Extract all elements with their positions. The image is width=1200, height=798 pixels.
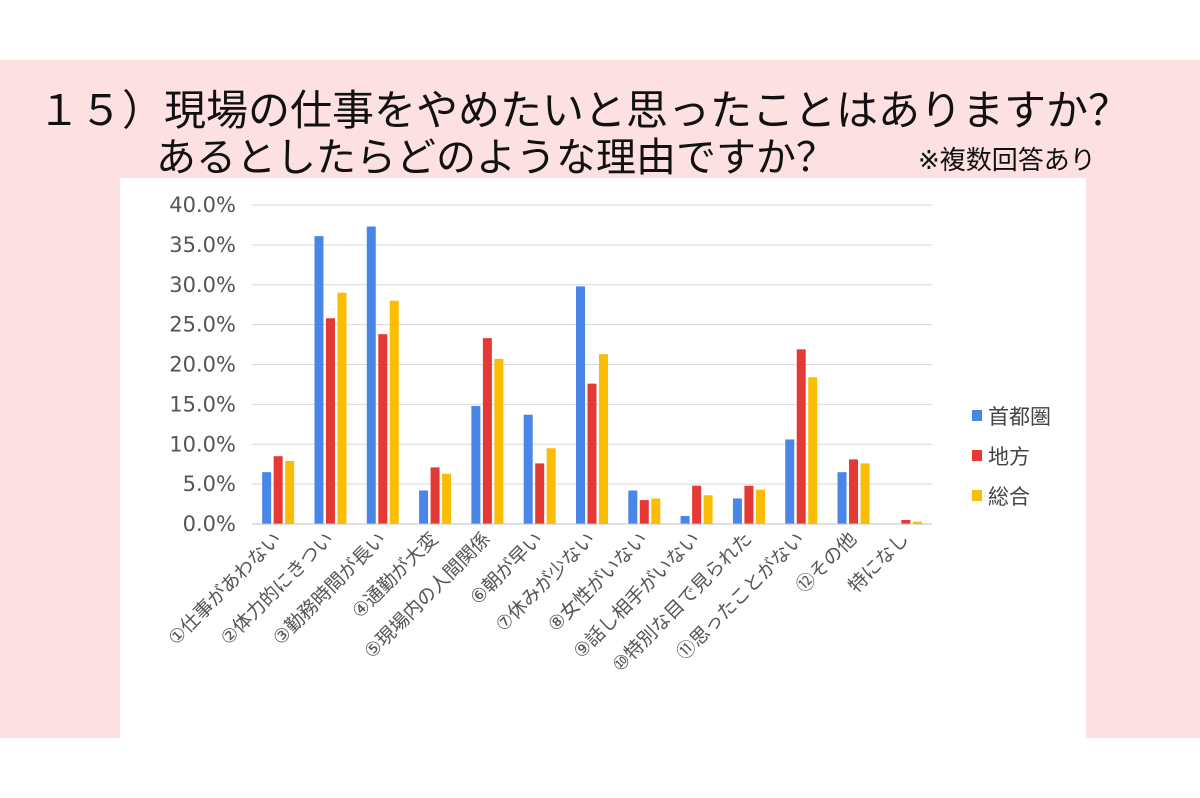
bar: [262, 472, 272, 524]
bar: [628, 490, 638, 524]
bar: [849, 459, 859, 524]
bar: [744, 485, 754, 524]
bar: [796, 349, 806, 524]
chart-panel: 0.0% 5.0% 10.0% 15.0% 20.0% 25.0% 30.0% 35.0% 40…: [120, 178, 1086, 738]
bar: [912, 521, 922, 524]
y-tick-label: 15.0%: [169, 392, 236, 416]
bar: [482, 338, 492, 524]
page-subtitle: あるとしたらどのような理由ですか？: [156, 135, 836, 181]
bar: [576, 286, 585, 524]
bar: [314, 236, 324, 524]
bar: [494, 358, 504, 524]
bar: [535, 463, 545, 524]
bar: [703, 495, 713, 524]
y-tick-label: 10.0%: [169, 432, 236, 456]
bar: [639, 500, 649, 524]
legend-swatch: [972, 450, 982, 461]
bar: [442, 473, 452, 524]
legend-swatch: [972, 490, 982, 501]
y-tick-label: 20.0%: [169, 353, 236, 377]
bar: [546, 448, 556, 524]
bar: [273, 456, 283, 524]
bar: [599, 354, 608, 524]
bar: [325, 318, 335, 524]
bar: [732, 498, 742, 524]
bar: [430, 467, 440, 524]
bar-chart: 0.0% 5.0% 10.0% 15.0% 20.0% 25.0% 30.0% 35.0% 40…: [164, 193, 1051, 677]
bar: [785, 439, 795, 524]
bar: [755, 489, 765, 524]
bar: [389, 300, 399, 524]
bar: [587, 383, 597, 524]
bar: [692, 485, 702, 524]
bar: [680, 516, 690, 524]
bar: [378, 334, 388, 524]
legend-swatch: [972, 410, 982, 421]
y-tick-label: 0.0%: [183, 512, 236, 536]
bar: [471, 405, 481, 524]
y-tick-label: 30.0%: [169, 273, 236, 297]
legend-label: 地方: [988, 445, 1030, 469]
legend-label: 総合: [988, 485, 1030, 509]
y-tick-label: 35.0%: [169, 233, 236, 257]
legend-label: 首都圏: [988, 405, 1051, 429]
bar: [337, 292, 347, 524]
bar: [523, 414, 533, 524]
bar: [651, 498, 661, 524]
page-title: １５）現場の仕事をやめたいと思ったことはありますか？: [38, 86, 1131, 135]
y-tick-label: 25.0%: [169, 313, 236, 337]
multiple-answer-note: ※複数回答あり: [918, 146, 1096, 176]
bar: [285, 460, 295, 524]
bar: [419, 490, 429, 524]
bar: [901, 520, 911, 524]
bar: [837, 472, 847, 524]
y-tick-label: 40.0%: [169, 193, 236, 217]
bar: [808, 377, 818, 524]
y-tick-label: 5.0%: [183, 472, 236, 496]
bar: [366, 226, 376, 524]
bar: [860, 463, 870, 524]
